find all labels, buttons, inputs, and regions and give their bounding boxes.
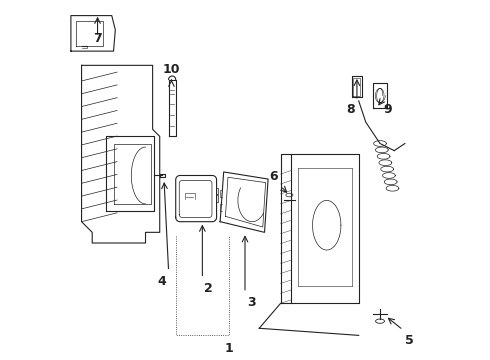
Text: 2: 2 xyxy=(204,282,213,295)
Text: 10: 10 xyxy=(163,63,180,76)
Text: 6: 6 xyxy=(269,170,278,183)
Text: 4: 4 xyxy=(157,275,166,288)
Text: 5: 5 xyxy=(405,334,414,347)
Text: 3: 3 xyxy=(247,296,255,309)
Text: 8: 8 xyxy=(346,103,355,116)
Text: 7: 7 xyxy=(93,32,102,45)
Text: 9: 9 xyxy=(384,103,392,116)
Text: 1: 1 xyxy=(224,342,233,355)
